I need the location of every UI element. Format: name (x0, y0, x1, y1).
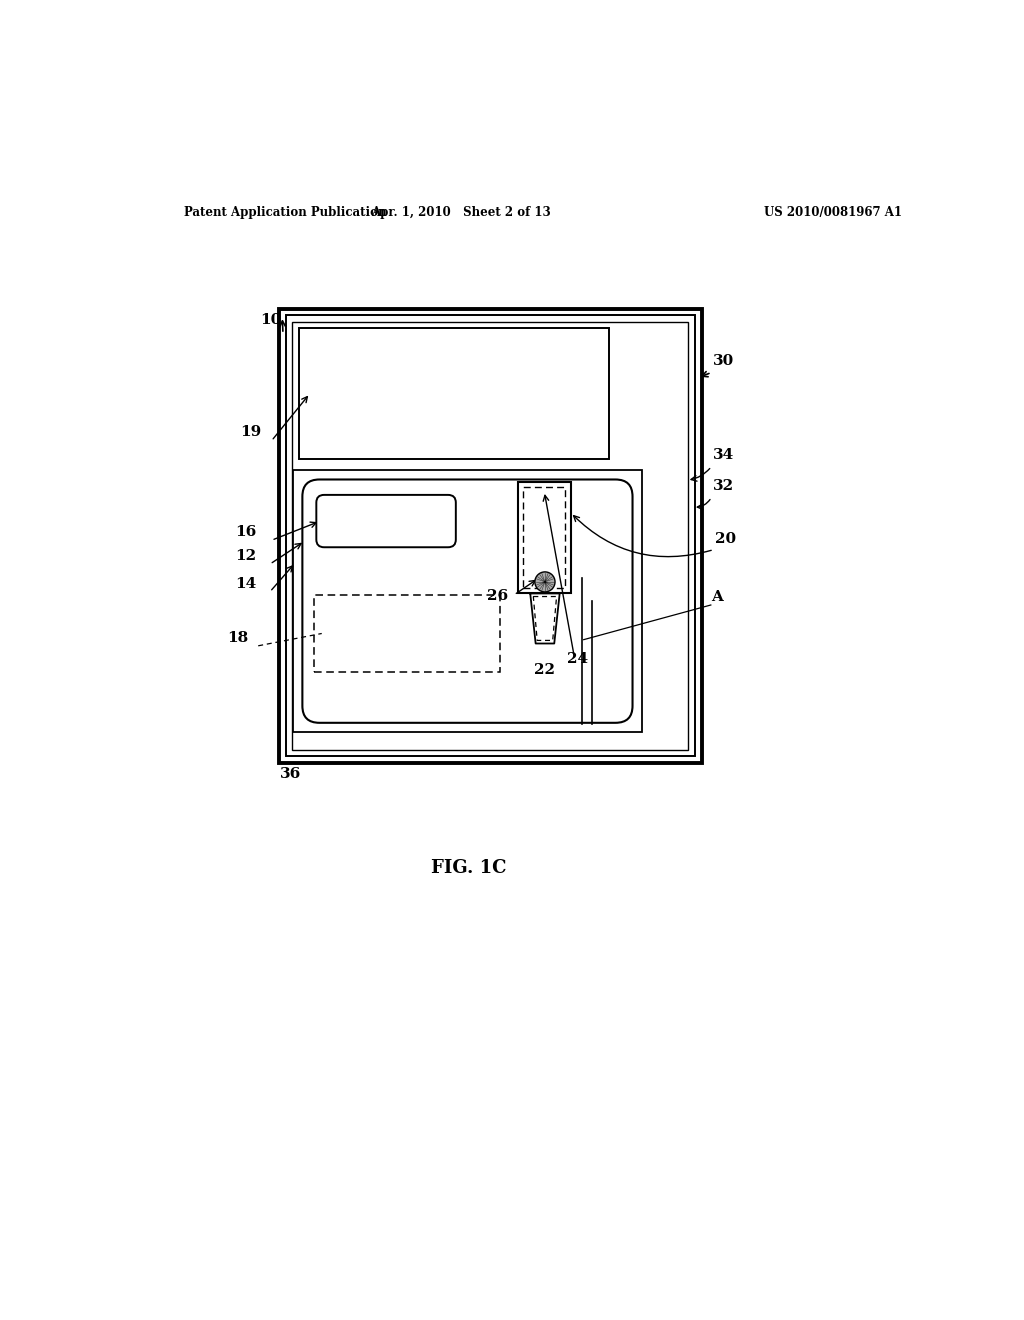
FancyBboxPatch shape (302, 479, 633, 723)
Text: 32: 32 (713, 479, 734, 492)
Text: 10: 10 (260, 313, 281, 327)
Text: 30: 30 (713, 354, 734, 368)
Text: FIG. 1C: FIG. 1C (431, 859, 507, 876)
Circle shape (535, 572, 555, 591)
Text: 24: 24 (566, 652, 588, 665)
Bar (299, 327, 608, 459)
Text: 18: 18 (227, 631, 249, 645)
Text: Apr. 1, 2010   Sheet 2 of 13: Apr. 1, 2010 Sheet 2 of 13 (372, 206, 551, 219)
Text: 26: 26 (486, 589, 508, 603)
Text: 14: 14 (234, 577, 256, 591)
FancyBboxPatch shape (316, 495, 456, 548)
Text: 19: 19 (241, 425, 261, 438)
Text: 22: 22 (535, 664, 555, 677)
Bar (314, 595, 500, 672)
Text: A: A (711, 590, 723, 605)
Bar (292, 322, 688, 750)
Bar (286, 315, 694, 756)
Text: 12: 12 (234, 549, 256, 564)
Bar (523, 487, 565, 589)
Text: 16: 16 (234, 525, 256, 539)
Bar (280, 309, 701, 763)
Text: 20: 20 (716, 532, 736, 546)
Text: US 2010/0081967 A1: US 2010/0081967 A1 (764, 206, 901, 219)
Text: 34: 34 (713, 447, 734, 462)
Bar (293, 470, 642, 733)
Bar (518, 482, 570, 594)
Text: Patent Application Publication: Patent Application Publication (183, 206, 386, 219)
Text: 36: 36 (280, 767, 301, 781)
